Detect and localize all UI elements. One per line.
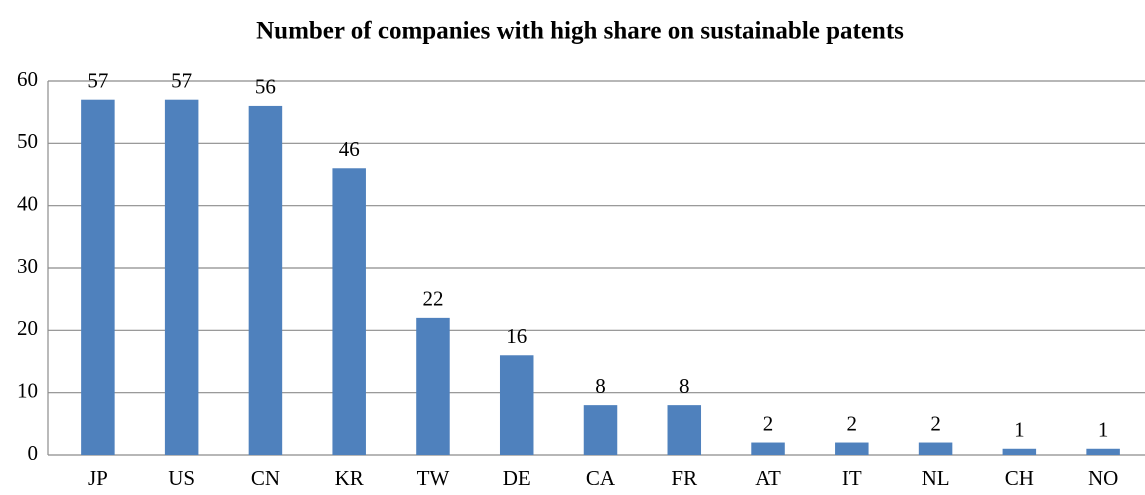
x-tick-label: CA xyxy=(586,466,616,490)
bar xyxy=(81,99,115,455)
bar xyxy=(667,405,702,455)
x-tick-label: NO xyxy=(1088,466,1118,490)
bar xyxy=(332,168,366,455)
chart-title: Number of companies with high share on s… xyxy=(256,18,904,45)
y-tick-label: 20 xyxy=(17,316,38,340)
bar xyxy=(499,355,534,455)
x-tick-label: US xyxy=(168,466,195,490)
data-label: 2 xyxy=(847,411,858,435)
bar xyxy=(416,317,450,455)
bar xyxy=(583,405,618,455)
data-label: 57 xyxy=(171,69,192,93)
data-label: 1 xyxy=(1098,418,1109,442)
y-tick-label: 50 xyxy=(17,129,38,153)
x-tick-label: FR xyxy=(671,466,697,490)
data-label: 2 xyxy=(930,411,941,435)
x-tick-label: JP xyxy=(88,466,108,490)
y-tick-label: 40 xyxy=(17,191,38,215)
bar xyxy=(164,99,199,455)
data-label: 8 xyxy=(679,374,690,398)
data-label: 8 xyxy=(595,374,606,398)
data-label: 57 xyxy=(87,69,108,93)
data-label: 56 xyxy=(255,75,276,99)
y-tick-label: 60 xyxy=(17,67,38,91)
x-tick-label: IT xyxy=(842,466,862,490)
bar xyxy=(1086,448,1120,455)
y-tick-label: 0 xyxy=(28,441,39,465)
data-label: 16 xyxy=(506,324,527,348)
data-label: 1 xyxy=(1014,418,1025,442)
y-tick-label: 30 xyxy=(17,254,38,278)
bar xyxy=(835,442,869,455)
x-tick-label: KR xyxy=(335,466,364,490)
y-tick-label: 10 xyxy=(17,378,38,402)
x-tick-label: CH xyxy=(1005,466,1034,490)
x-tick-label: NL xyxy=(922,466,950,490)
data-label: 22 xyxy=(422,287,443,311)
x-tick-label: AT xyxy=(755,466,781,490)
bar xyxy=(248,105,283,455)
bar xyxy=(1002,448,1037,455)
data-label: 2 xyxy=(763,411,774,435)
bar xyxy=(918,442,953,455)
x-tick-label: DE xyxy=(503,466,531,490)
data-label: 46 xyxy=(339,137,360,161)
x-tick-label: CN xyxy=(251,466,280,490)
x-tick-label: TW xyxy=(417,466,450,490)
bar xyxy=(751,442,785,455)
